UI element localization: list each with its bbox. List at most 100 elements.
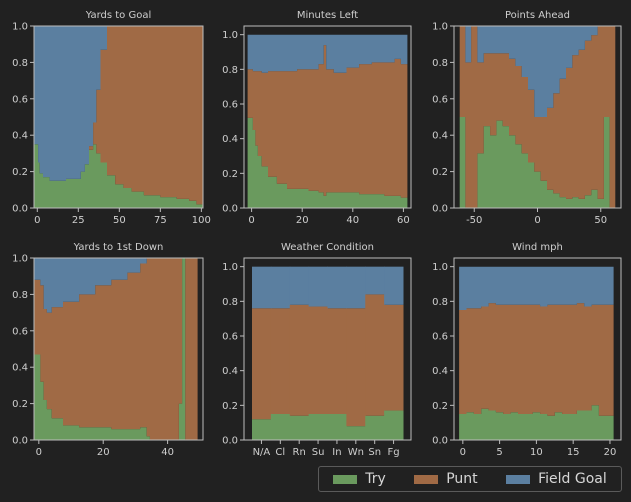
x-tick-label: Wn (348, 447, 364, 458)
bar-field-goal (365, 266, 385, 295)
area-try (34, 258, 198, 440)
y-tick-label: 0.6 (222, 100, 238, 111)
x-tick-label: 60 (397, 215, 410, 226)
y-tick-label: 0.0 (432, 436, 448, 447)
y-tick-label: 0.6 (12, 94, 28, 105)
y-tick-label: 0.2 (12, 167, 28, 178)
plot-area (34, 26, 203, 208)
x-tick-label: 5 (496, 447, 502, 458)
chart-panel-3: 0.0 0.2 0.4 0.6 0.8 1.0 0 20 40 Yards to 1st Down (12, 242, 204, 458)
plot-area (459, 26, 616, 208)
y-tick-label: 0.4 (12, 131, 28, 142)
bar-try (308, 414, 328, 440)
bar-punt (346, 308, 366, 427)
area-punt (34, 26, 203, 205)
x-tick-label: In (332, 447, 341, 458)
x-tick-label: N/A (253, 447, 271, 458)
bar-try (289, 415, 310, 440)
x-tick-label: 0 (36, 447, 42, 458)
y-tick-label: 0.8 (432, 58, 448, 69)
x-tick-label: 10 (530, 447, 543, 458)
legend-swatch-try (333, 474, 358, 484)
area-field-goal (34, 258, 198, 313)
chart-title: Minutes Left (297, 10, 358, 21)
bar-field-goal (289, 266, 310, 305)
bar-field-goal (308, 266, 328, 307)
x-tick-label: 0 (460, 447, 466, 458)
chart-panel-2: 0.0 0.2 0.4 0.6 0.8 1.0 -50 0 50 Points Ahead (432, 10, 622, 226)
axes-frame (243, 25, 412, 209)
bar-field-goal (384, 266, 404, 305)
area-punt (247, 45, 408, 198)
bar-field-goal (327, 266, 347, 309)
chart-panel-4: 0.0 0.2 0.4 0.6 0.8 1.0 N/A Cl Rn Su In Wn Sn Fg Weath… (222, 242, 412, 458)
area-punt (459, 303, 614, 416)
area-punt (34, 258, 198, 440)
x-tick-label: 0 (534, 215, 540, 226)
x-tick-label: 40 (346, 215, 359, 226)
x-tick-label: 25 (72, 215, 85, 226)
bar-try (365, 415, 385, 440)
chart-title: Yards to 1st Down (73, 242, 164, 253)
x-tick-label: Sn (368, 447, 381, 458)
y-tick-label: 1.0 (12, 254, 28, 265)
chart-title: Yards to Goal (85, 10, 152, 21)
axes-frame (33, 25, 204, 209)
area-try (459, 405, 614, 440)
legend: Try Punt Field Goal (318, 466, 622, 492)
y-tick-label: 0.2 (432, 401, 448, 412)
plot-area (459, 266, 614, 440)
y-tick-label: 1.0 (222, 30, 238, 41)
bar-field-goal (346, 266, 366, 309)
axes-frame (33, 257, 204, 441)
area-try (459, 117, 616, 208)
bar-punt (384, 304, 404, 411)
chart-panel-1: 0.0 0.2 0.4 0.6 0.8 1.0 0 20 40 60 Minutes Left (222, 10, 412, 226)
x-tick-label: 15 (567, 447, 580, 458)
legend-swatch-punt (414, 474, 439, 484)
area-field-goal (247, 34, 408, 73)
x-tick-label: Rn (293, 447, 306, 458)
x-tick-label: Su (312, 447, 325, 458)
bar-punt (252, 308, 272, 420)
bar-punt (270, 308, 291, 414)
bar-try (252, 419, 272, 440)
y-tick-label: 0.6 (12, 326, 28, 337)
x-tick-label: Fg (388, 447, 400, 458)
y-tick-label: 0.2 (432, 167, 448, 178)
chart-panel-5: 0.0 0.2 0.4 0.6 0.8 1.0 0 5 10 15 20 Wind mph (432, 242, 622, 458)
y-tick-label: 0.0 (12, 436, 28, 447)
x-tick-label: 40 (161, 447, 174, 458)
x-tick-label: 20 (604, 447, 617, 458)
x-tick-label: 50 (594, 215, 607, 226)
y-tick-label: 0.4 (12, 363, 28, 374)
y-tick-label: 1.0 (222, 262, 238, 273)
x-tick-label: 0 (248, 215, 254, 226)
y-tick-label: 0.4 (222, 134, 238, 145)
bar-field-goal (270, 266, 291, 309)
chart-title: Wind mph (512, 242, 563, 253)
x-tick-label: Cl (275, 447, 285, 458)
y-tick-label: 0.2 (222, 401, 238, 412)
bar-try (270, 414, 291, 440)
chart-title: Points Ahead (505, 10, 570, 21)
plot-area (247, 34, 408, 208)
x-tick-label: 20 (97, 447, 110, 458)
bar-try (384, 410, 404, 440)
chart-panel-0: 0.0 0.2 0.4 0.6 0.8 1.0 0 25 50 75 100 Yards to Goa… (12, 10, 211, 226)
x-tick-label: 75 (154, 215, 167, 226)
plot-area (252, 266, 404, 440)
y-tick-label: 0.8 (222, 65, 238, 76)
y-tick-label: 0.0 (222, 204, 238, 215)
y-tick-label: 0.8 (12, 58, 28, 69)
legend-label-try: Try (365, 471, 386, 487)
y-tick-label: 0.8 (432, 297, 448, 308)
chart-title: Weather Condition (281, 242, 374, 253)
y-tick-label: 1.0 (432, 262, 448, 273)
x-tick-label: 0 (34, 215, 40, 226)
y-tick-label: 0.4 (432, 131, 448, 142)
bar-try (346, 426, 366, 440)
axes-frame (243, 257, 412, 441)
y-tick-label: 0.8 (12, 290, 28, 301)
x-tick-label: 50 (113, 215, 126, 226)
